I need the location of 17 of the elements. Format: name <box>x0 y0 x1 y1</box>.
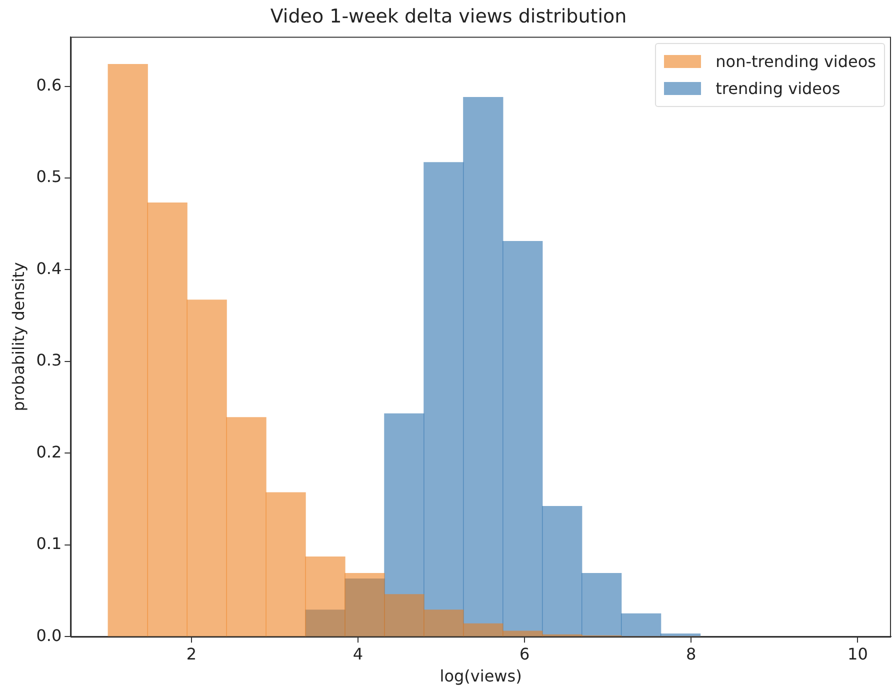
x-tick-label: 4 <box>352 644 364 664</box>
y-tick-label: 0.5 <box>36 167 62 186</box>
y-axis-title: probability density <box>8 262 28 412</box>
x-tick-label: 2 <box>186 644 196 664</box>
y-tick-label: 0.1 <box>36 534 62 554</box>
y-tick-label: 0.2 <box>36 442 62 462</box>
x-tick-label: 10 <box>848 644 868 664</box>
y-tick-label: 0.0 <box>36 626 62 645</box>
y-tick-label: 0.6 <box>36 75 62 94</box>
x-axis-title: log(views) <box>440 666 522 686</box>
legend-label: non-trending videos <box>716 52 876 71</box>
x-tick-label: 6 <box>519 644 530 664</box>
y-tick-label: 0.3 <box>36 350 62 370</box>
legend-label: trending videos <box>716 78 840 98</box>
x-tick-label: 8 <box>686 644 696 664</box>
y-tick-label: 0.4 <box>36 258 62 278</box>
chart-title: Video 1-week delta views distribution <box>270 5 627 28</box>
